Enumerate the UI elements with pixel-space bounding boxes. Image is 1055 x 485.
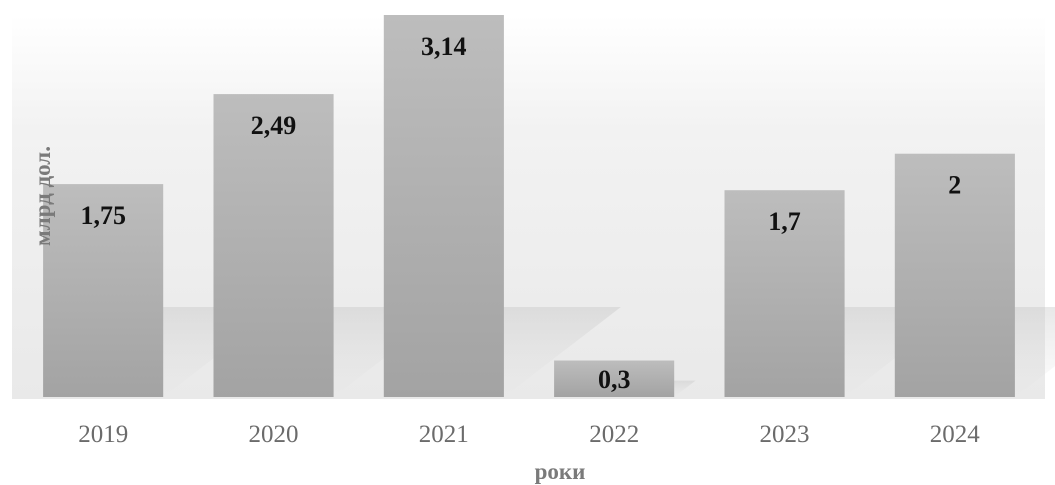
value-label-2020: 2,49: [251, 111, 297, 140]
x-tick-2023: 2023: [760, 421, 810, 448]
bar-2019: [43, 184, 164, 397]
y-axis-title: млрд дол.: [30, 146, 55, 246]
x-tick-labels: 2019 2020 2021 2022 2023 2024: [78, 421, 980, 448]
x-tick-2019: 2019: [78, 421, 128, 448]
value-label-2024: 2: [948, 171, 961, 200]
x-axis-title: роки: [534, 459, 586, 484]
x-tick-2020: 2020: [249, 421, 299, 448]
bar-2020: [213, 94, 334, 397]
bar-2021: [383, 15, 504, 397]
x-tick-2021: 2021: [419, 421, 469, 448]
bar-2022: [554, 360, 675, 397]
value-labels: 1,75 2,49 3,14 0,3 1,7 2: [80, 32, 961, 394]
value-label-2023: 1,7: [768, 207, 801, 236]
value-label-2019: 1,75: [80, 201, 126, 230]
bar-2023: [724, 190, 845, 397]
x-tick-2024: 2024: [930, 421, 981, 448]
value-label-2021: 3,14: [421, 32, 467, 61]
x-tick-2022: 2022: [589, 421, 639, 448]
bars: [43, 15, 1015, 397]
value-label-2022: 0,3: [598, 365, 631, 394]
bar-2024: [894, 153, 1015, 397]
